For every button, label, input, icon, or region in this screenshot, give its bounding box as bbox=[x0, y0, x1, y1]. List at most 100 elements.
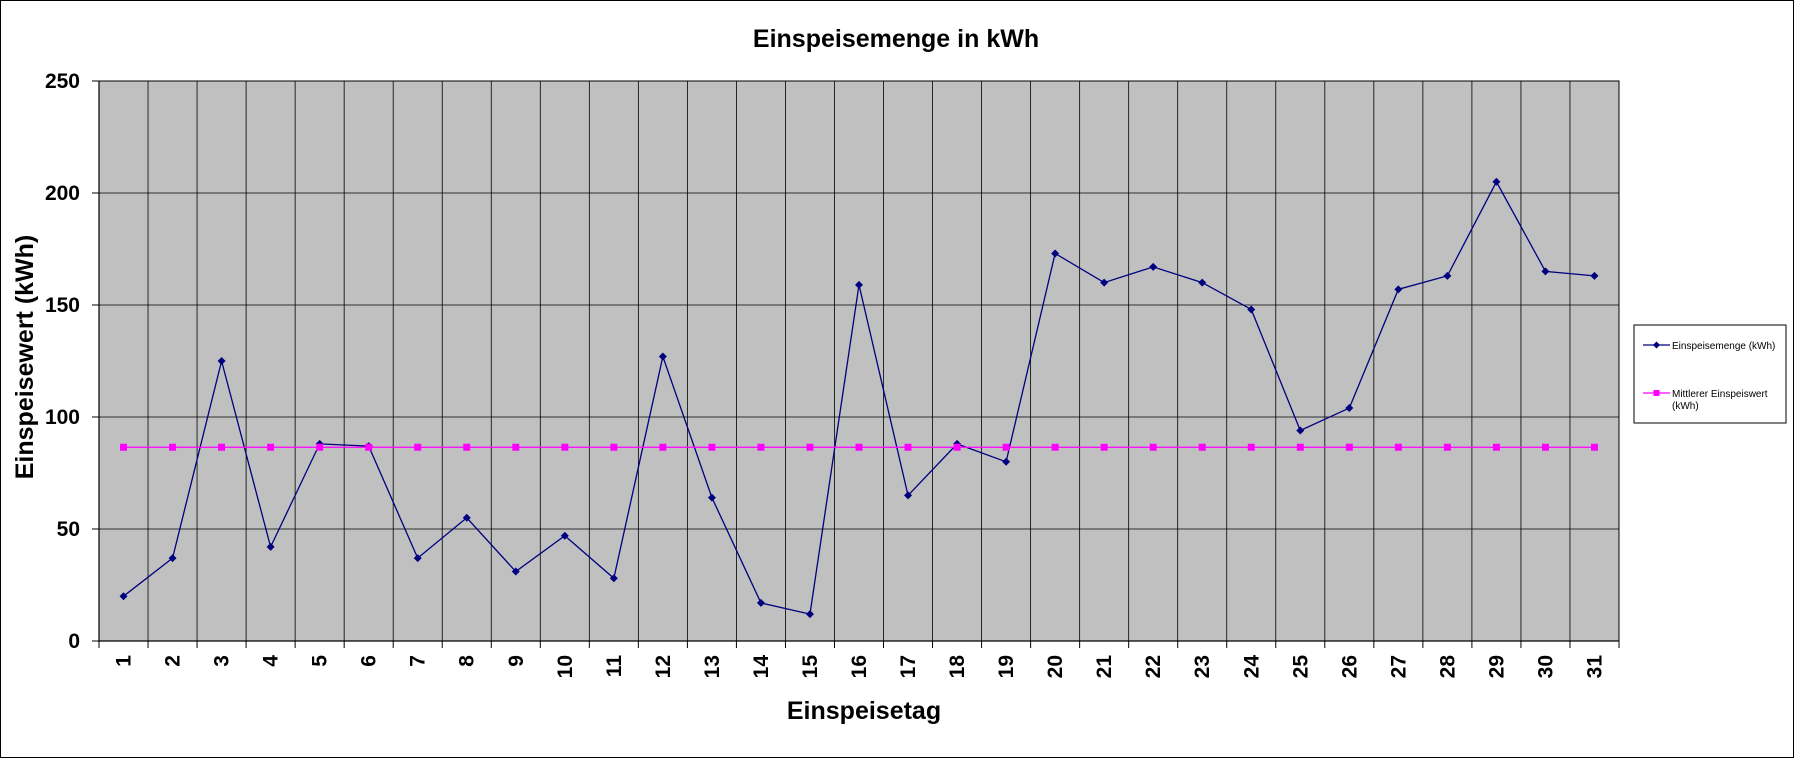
data-point-square bbox=[120, 443, 128, 451]
x-tick-label: 19 bbox=[995, 655, 1018, 678]
data-point-diamond bbox=[413, 554, 422, 563]
x-axis-title: Einspeisetag bbox=[787, 697, 941, 725]
data-point-square bbox=[708, 443, 716, 451]
data-point-square bbox=[659, 443, 667, 451]
series-layer bbox=[119, 177, 1599, 619]
data-point-square bbox=[1394, 443, 1402, 451]
data-point-diamond bbox=[168, 554, 177, 563]
legend: Einspeisemenge (kWh) Mittlerer Einspeisw… bbox=[1633, 324, 1787, 424]
x-tick-label: 4 bbox=[260, 655, 283, 667]
x-tick-label: 5 bbox=[309, 655, 332, 667]
legend-entry-mittlerer: Mittlerer Einspeiswert (kWh) bbox=[1643, 389, 1770, 412]
data-point-square bbox=[1443, 443, 1451, 451]
data-point-diamond bbox=[1149, 262, 1158, 271]
data-point-diamond bbox=[1345, 404, 1354, 413]
data-point-square bbox=[316, 443, 324, 451]
x-tick-label: 6 bbox=[358, 655, 381, 667]
data-point-square bbox=[267, 443, 275, 451]
plot-area bbox=[98, 80, 1620, 642]
y-tick-label: 50 bbox=[57, 518, 80, 541]
data-point-square bbox=[414, 443, 422, 451]
data-point-square bbox=[512, 443, 520, 451]
data-point-square bbox=[904, 443, 912, 451]
x-tick-label: 23 bbox=[1191, 655, 1214, 678]
data-point-square bbox=[1247, 443, 1255, 451]
data-point-diamond bbox=[266, 542, 275, 551]
data-point-square bbox=[1296, 443, 1304, 451]
data-point-square bbox=[953, 443, 961, 451]
x-tick-label: 17 bbox=[897, 655, 920, 678]
legend-label-mittlerer-line1: Mittlerer Einspeiswert bbox=[1672, 389, 1768, 400]
data-point-diamond bbox=[217, 357, 226, 365]
y-tick-label: 250 bbox=[45, 70, 80, 93]
y-tick-label: 100 bbox=[45, 406, 80, 429]
data-point-square bbox=[1100, 443, 1108, 451]
x-tick-label: 20 bbox=[1044, 655, 1067, 678]
data-point-diamond bbox=[658, 352, 667, 361]
data-point-square bbox=[757, 443, 765, 451]
x-tick-label: 13 bbox=[701, 655, 724, 678]
data-point-diamond bbox=[1541, 267, 1550, 276]
x-tick-label: 3 bbox=[211, 655, 234, 667]
x-tick-label: 18 bbox=[946, 655, 969, 679]
data-point-square bbox=[1345, 443, 1353, 451]
legend-label-mittlerer: Mittlerer Einspeiswert (kWh) bbox=[1672, 389, 1770, 412]
data-point-diamond bbox=[1198, 278, 1207, 287]
y-axis-title: Einspeisewert (kWh) bbox=[11, 235, 39, 480]
x-tick-label: 28 bbox=[1436, 655, 1459, 679]
y-tick-label: 150 bbox=[45, 294, 80, 317]
data-point-square bbox=[1590, 443, 1598, 451]
data-point-diamond bbox=[904, 491, 913, 500]
legend-box bbox=[1633, 324, 1787, 424]
x-tick-label: 12 bbox=[652, 655, 675, 678]
data-point-square bbox=[1198, 443, 1206, 451]
x-tick-label: 24 bbox=[1240, 655, 1263, 679]
data-point-diamond bbox=[1492, 177, 1501, 186]
data-point-square bbox=[1149, 443, 1157, 451]
data-point-square bbox=[1492, 443, 1500, 451]
data-point-square bbox=[169, 443, 177, 451]
legend-entry-einspeisemenge: Einspeisemenge (kWh) bbox=[1643, 341, 1775, 352]
data-point-square bbox=[1051, 443, 1059, 451]
data-point-diamond bbox=[1590, 271, 1599, 280]
data-point-square bbox=[610, 443, 618, 451]
x-tick-label: 26 bbox=[1338, 655, 1361, 678]
x-tick-label: 14 bbox=[750, 655, 773, 679]
x-tick-label: 7 bbox=[407, 655, 430, 667]
x-tick-label: 10 bbox=[554, 655, 577, 678]
x-tick-label: 27 bbox=[1387, 655, 1410, 678]
data-point-square bbox=[561, 443, 569, 451]
chart-title: Einspeisemenge in kWh bbox=[753, 25, 1039, 53]
data-point-square bbox=[218, 443, 226, 451]
x-tick-label: 16 bbox=[848, 655, 871, 678]
y-tick-label: 0 bbox=[68, 630, 80, 653]
y-tick-label: 200 bbox=[45, 182, 80, 205]
data-point-diamond bbox=[609, 574, 618, 583]
data-point-diamond bbox=[1051, 249, 1060, 258]
data-point-diamond bbox=[1100, 278, 1109, 287]
x-tick-label: 1 bbox=[113, 655, 136, 667]
x-tick-label: 30 bbox=[1534, 655, 1557, 678]
data-point-diamond bbox=[805, 610, 814, 619]
data-point-square bbox=[806, 443, 814, 451]
data-point-diamond bbox=[707, 493, 716, 502]
data-point-diamond bbox=[1296, 426, 1305, 435]
data-point-diamond bbox=[1394, 285, 1403, 294]
data-point-diamond bbox=[462, 513, 471, 522]
legend-marker-square-icon bbox=[1653, 390, 1660, 396]
data-point-square bbox=[855, 443, 863, 451]
data-point-diamond bbox=[511, 567, 520, 576]
legend-label-mittlerer-line2: (kWh) bbox=[1672, 401, 1699, 412]
x-tick-label: 31 bbox=[1583, 655, 1606, 679]
x-tick-label: 22 bbox=[1142, 655, 1165, 678]
x-tick-label: 25 bbox=[1289, 655, 1312, 679]
data-point-diamond bbox=[1002, 457, 1011, 466]
data-point-diamond bbox=[756, 598, 765, 607]
data-point-square bbox=[463, 443, 471, 451]
legend-marker-diamond-icon bbox=[1653, 341, 1660, 349]
data-point-diamond bbox=[855, 280, 863, 289]
data-point-square bbox=[1541, 443, 1549, 451]
x-tick-label: 8 bbox=[456, 655, 479, 667]
